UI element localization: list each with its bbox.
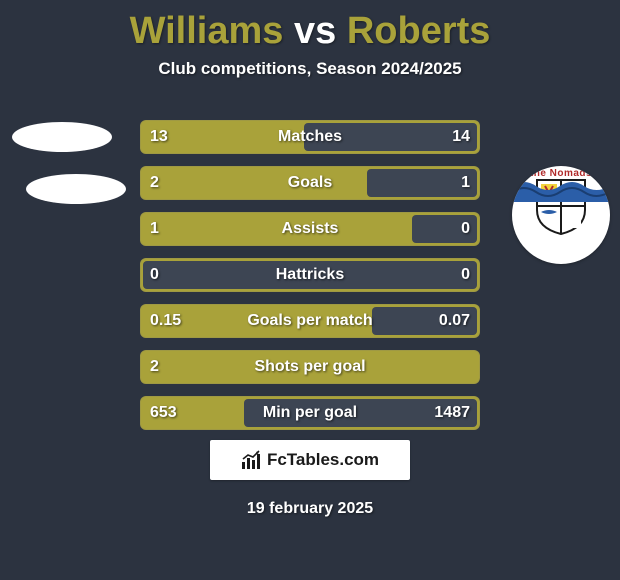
club-badge-right: the Nomads bbox=[506, 166, 616, 276]
stat-label: Shots per goal bbox=[140, 350, 480, 384]
stat-value-left: 0.15 bbox=[140, 304, 191, 338]
stat-row: 10Assists bbox=[140, 212, 480, 246]
brand-box[interactable]: FcTables.com bbox=[210, 440, 410, 480]
stat-row: 2Shots per goal bbox=[140, 350, 480, 384]
stat-value-left: 0 bbox=[140, 258, 169, 292]
crest-wave-icon bbox=[512, 176, 610, 202]
brand-chart-icon bbox=[241, 450, 263, 470]
club-badge-left bbox=[4, 118, 114, 228]
badge-left-shape-1 bbox=[12, 122, 112, 152]
stat-value-right: 1487 bbox=[424, 396, 480, 430]
stat-value-right: 1 bbox=[451, 166, 480, 200]
stat-value-right: 0 bbox=[451, 212, 480, 246]
stat-value-left: 653 bbox=[140, 396, 187, 430]
stat-row: 6531487Min per goal bbox=[140, 396, 480, 430]
vs-text: vs bbox=[294, 10, 336, 52]
stat-value-right: 14 bbox=[442, 120, 480, 154]
stat-value-left: 13 bbox=[140, 120, 178, 154]
stat-value-right: 0 bbox=[451, 258, 480, 292]
comparison-bars: 1314Matches21Goals10Assists00Hattricks0.… bbox=[140, 120, 480, 442]
crest-shield-icon bbox=[522, 176, 600, 236]
stat-value-right bbox=[460, 350, 480, 384]
crest-arc-text: the Nomads bbox=[512, 168, 610, 179]
player1-name: Williams bbox=[130, 10, 284, 52]
player2-name: Roberts bbox=[347, 10, 491, 52]
stat-row: 0.150.07Goals per match bbox=[140, 304, 480, 338]
stat-value-left: 2 bbox=[140, 166, 169, 200]
brand-text: FcTables.com bbox=[267, 450, 379, 470]
stat-value-left: 1 bbox=[140, 212, 169, 246]
stat-value-right: 0.07 bbox=[429, 304, 480, 338]
subtitle: Club competitions, Season 2024/2025 bbox=[0, 59, 620, 79]
stat-row: 21Goals bbox=[140, 166, 480, 200]
badge-left-shape-2 bbox=[26, 174, 126, 204]
date-text: 19 february 2025 bbox=[0, 500, 620, 518]
comparison-title: Williams vs Roberts bbox=[0, 0, 620, 53]
stat-row: 00Hattricks bbox=[140, 258, 480, 292]
stat-value-left: 2 bbox=[140, 350, 169, 384]
crest: the Nomads bbox=[512, 166, 610, 264]
bar-neutral-fill bbox=[143, 261, 477, 289]
stat-row: 1314Matches bbox=[140, 120, 480, 154]
